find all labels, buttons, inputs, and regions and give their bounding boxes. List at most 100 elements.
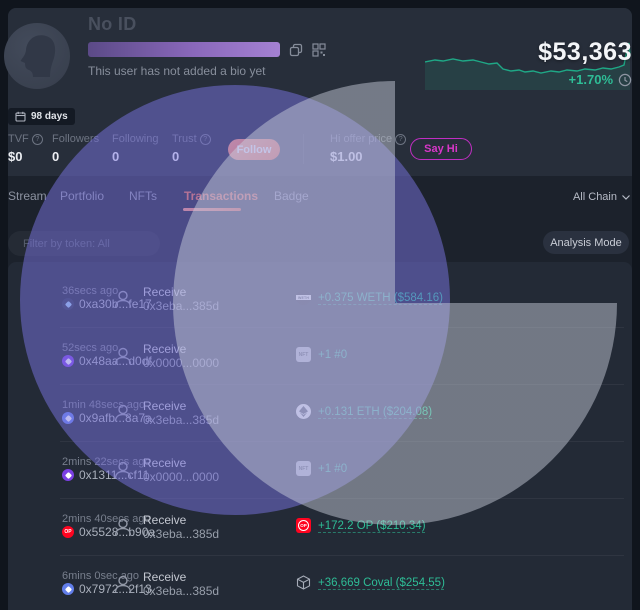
follow-button[interactable]: Follow: [228, 139, 280, 160]
tab-badge[interactable]: Badge: [274, 189, 309, 203]
say-hi-button[interactable]: Say Hi: [410, 138, 472, 160]
tx-counterparty-address[interactable]: 0x3eba...385d: [143, 584, 220, 598]
tx-from[interactable]: OP 0x5528...b90a: [62, 525, 155, 539]
tab-portfolio[interactable]: Portfolio: [60, 189, 105, 203]
tx-amount-row: +0.131 ETH ($204.08): [296, 404, 432, 419]
tx-amount-link[interactable]: +172.2 OP ($210.34): [318, 519, 426, 532]
hi-offer-price-label: Hi offer price: [330, 133, 393, 145]
info-icon[interactable]: ?: [395, 133, 407, 145]
profile-silhouette-icon: [20, 35, 56, 77]
tx-action: Receive: [143, 342, 187, 356]
tx-action: Receive: [143, 570, 187, 584]
stat-trust-value: 0: [172, 149, 180, 164]
tx-time: 2mins 22secs ago: [62, 456, 151, 468]
tx-amount-row: NFT +1 #0: [296, 461, 347, 476]
stat-tvf-label: TVF: [8, 133, 29, 145]
stat-following: Following 0: [112, 133, 158, 164]
tx-amount-row: WETH +0.375 WETH ($584.16): [296, 290, 443, 305]
portfolio-sparkline: [425, 42, 631, 90]
divider: [60, 327, 624, 328]
optimism-chain-icon: OP: [62, 526, 74, 538]
arbitrum-chain-icon: [62, 298, 74, 310]
tab-transactions[interactable]: Transactions: [184, 189, 259, 203]
tx-amount-link[interactable]: +36,669 Coval ($254.55): [318, 576, 445, 589]
stat-following-label: Following: [112, 133, 159, 145]
tx-time: 2mins 40secs ago: [62, 513, 151, 525]
person-icon: [114, 461, 132, 479]
calendar-icon: [15, 111, 26, 122]
stat-trust: Trust? 0: [172, 133, 211, 164]
tx-from[interactable]: 0x9afb...8a7a: [62, 411, 152, 425]
tx-from[interactable]: 0x48aa...d0df: [62, 354, 152, 368]
qr-code-icon[interactable]: [312, 43, 326, 57]
history-clock-icon[interactable]: [618, 73, 632, 87]
token-filter-input[interactable]: [23, 237, 165, 250]
person-icon: [114, 404, 132, 422]
tx-time: 36secs ago: [62, 285, 119, 297]
eth-token-icon: [296, 404, 311, 419]
divider: [60, 441, 624, 442]
tx-amount[interactable]: +1 #0: [318, 348, 348, 361]
tx-counterparty-address[interactable]: 0x3eba...385d: [143, 413, 220, 427]
portfolio-change-row: +1.70%: [432, 72, 632, 87]
stat-trust-label: Trust: [172, 133, 197, 145]
tx-from[interactable]: 0x1311...cf11: [62, 468, 149, 482]
op-token-icon: OP: [296, 518, 311, 533]
tx-from-address[interactable]: 0x5528...b90a: [79, 525, 156, 539]
page-title: No ID: [88, 14, 137, 34]
avatar: [4, 23, 70, 89]
info-icon[interactable]: ?: [31, 133, 43, 145]
divider: [60, 498, 624, 499]
person-icon: [114, 347, 132, 365]
stat-followers-label: Followers: [52, 133, 100, 145]
divider: [60, 555, 624, 556]
tx-action: Receive: [143, 399, 187, 413]
ethereum-chain-icon: [62, 412, 74, 424]
tx-action: Receive: [143, 456, 187, 470]
hi-offer-price: Hi offer price? $1.00: [330, 133, 407, 164]
tx-amount-link[interactable]: +0.131 ETH ($204.08): [318, 405, 433, 418]
hi-offer-price-value: $1.00: [330, 149, 363, 164]
polygon-chain-icon: [62, 469, 74, 481]
wallet-address-bar[interactable]: [88, 42, 280, 57]
active-tab-underline: [183, 208, 241, 211]
tx-counterparty-address[interactable]: 0x0000...0000: [143, 356, 220, 370]
nft-badge-icon: NFT: [296, 461, 311, 476]
portfolio-value: $53,363: [538, 38, 632, 66]
tx-amount[interactable]: +1 #0: [318, 462, 348, 475]
weth-token-icon: WETH: [296, 290, 311, 305]
tx-counterparty-address[interactable]: 0x3eba...385d: [143, 299, 220, 313]
coval-token-icon: [296, 575, 311, 590]
chain-filter-label: All Chain: [572, 191, 617, 203]
tx-amount-link[interactable]: +0.375 WETH ($584.16): [318, 291, 443, 304]
tx-counterparty-address[interactable]: 0x0000...0000: [143, 470, 220, 484]
info-icon[interactable]: ?: [199, 133, 211, 145]
stat-following-value: 0: [112, 149, 120, 164]
chain-filter-dropdown[interactable]: All Chain: [540, 191, 630, 203]
tx-amount-row: +36,669 Coval ($254.55): [296, 575, 445, 590]
analysis-mode-button[interactable]: Analysis Mode: [543, 231, 629, 254]
person-icon: [114, 518, 132, 536]
stat-followers-value: 0: [52, 149, 60, 164]
nft-badge-icon: NFT: [296, 347, 311, 362]
tx-from[interactable]: 0x7972...2f13: [62, 582, 152, 596]
tx-counterparty-address[interactable]: 0x3eba...385d: [143, 527, 220, 541]
person-icon: [114, 290, 132, 308]
copy-icon[interactable]: [289, 43, 303, 57]
stat-tvf-value: $0: [8, 149, 23, 164]
tx-time: 52secs ago: [62, 342, 119, 354]
account-age-badge: 98 days: [8, 108, 75, 125]
tx-amount-row: OP +172.2 OP ($210.34): [296, 518, 426, 533]
tx-amount-row: NFT +1 #0: [296, 347, 347, 362]
ethereum-chain-icon: [62, 583, 74, 595]
token-filter[interactable]: [8, 231, 165, 256]
tx-action: Receive: [143, 513, 187, 527]
transactions-list: [8, 262, 632, 610]
tab-stream[interactable]: Stream: [8, 189, 47, 203]
polygon-chain-icon: [62, 355, 74, 367]
person-icon: [114, 575, 132, 593]
divider: [303, 134, 304, 164]
tab-nfts[interactable]: NFTs: [129, 189, 157, 203]
tx-from[interactable]: 0xa30b...fe17: [62, 297, 152, 311]
stat-tvf: TVF? $0: [8, 133, 43, 164]
